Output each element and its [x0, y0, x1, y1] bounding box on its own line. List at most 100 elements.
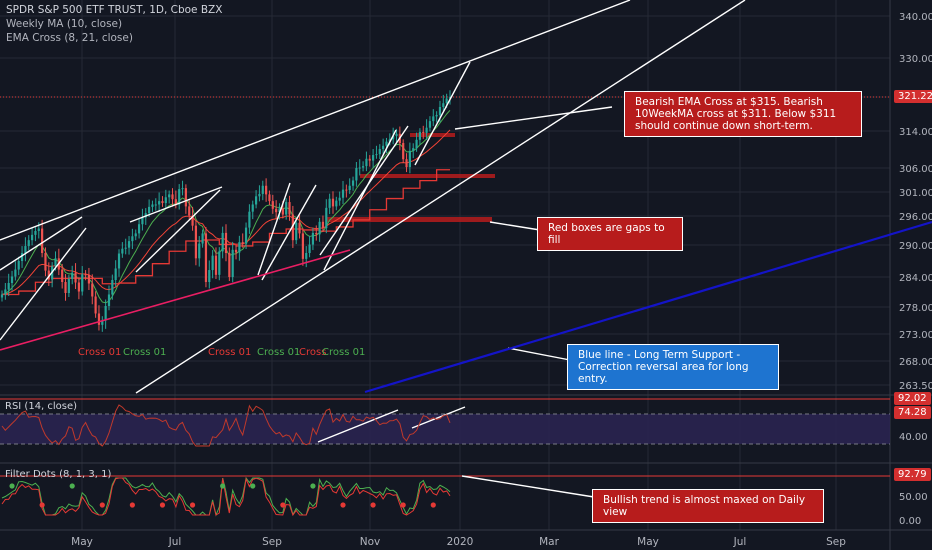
filter-dot	[189, 502, 196, 508]
candle-body	[218, 251, 221, 275]
y-tick-label: 340.00	[899, 12, 932, 23]
filter-dot	[159, 502, 166, 508]
candle-body	[208, 270, 211, 282]
candle-body	[361, 166, 365, 168]
candle-body	[244, 227, 248, 244]
candle-body	[392, 136, 395, 140]
candle-body	[24, 246, 27, 253]
candle-body	[211, 255, 214, 271]
filter-title: Filter Dots (8, 1, 3, 1)	[5, 469, 112, 480]
y-tick-label: 268.00	[899, 357, 932, 368]
filter-dot	[400, 502, 406, 508]
rsi-title: RSI (14, close)	[5, 401, 78, 412]
candle-body	[101, 320, 104, 325]
gaps-callout: Red boxes are gaps to fill	[537, 217, 683, 251]
candle-body	[111, 280, 114, 295]
candle-body	[94, 296, 97, 314]
support-callout: Blue line - Long Term Support - Correcti…	[567, 344, 779, 390]
candle-body	[442, 103, 445, 107]
candle-body	[107, 294, 111, 306]
candle-body	[30, 234, 34, 241]
candle-body	[84, 274, 87, 276]
candle-body	[27, 240, 30, 247]
filter-dot	[220, 483, 226, 489]
y-tick-label: 263.50	[899, 381, 932, 392]
cross-label: Cross 01	[78, 347, 122, 358]
candle-body	[351, 180, 355, 186]
candle-body	[97, 313, 101, 325]
swing-line	[0, 227, 87, 341]
y-tick-label: 314.00	[899, 127, 932, 138]
candle-body	[124, 247, 127, 249]
candle-body	[254, 196, 258, 205]
candle-body	[295, 222, 298, 241]
candle-body	[248, 211, 251, 228]
candle-body	[74, 272, 77, 283]
swing-line	[135, 189, 221, 273]
gap-box	[360, 174, 495, 178]
rsi-line	[1, 404, 451, 447]
candle-body	[114, 268, 117, 280]
pink-support-line	[0, 249, 351, 351]
candle-body	[168, 194, 171, 198]
rsi-band	[0, 414, 890, 444]
candle-body	[127, 241, 131, 248]
candle-body	[188, 206, 191, 216]
x-tick-label: Nov	[360, 536, 381, 548]
filter-dot	[39, 502, 45, 508]
filter-dot	[69, 483, 75, 489]
gap-box	[410, 133, 455, 137]
filter-slow-line	[1, 477, 451, 517]
x-tick-label: 2020	[447, 536, 474, 548]
blue-support-line	[364, 220, 932, 394]
rsi-upper-tag: 92.02	[894, 392, 931, 405]
x-tick-label: Mar	[539, 536, 559, 548]
candle-body	[348, 185, 351, 191]
candle-body	[224, 232, 228, 253]
candle-body	[37, 228, 40, 231]
swing-line	[414, 61, 471, 166]
candle-body	[158, 201, 161, 205]
filter-dot	[370, 502, 376, 508]
candle-body	[34, 230, 37, 235]
candle-body	[418, 131, 422, 140]
filter-dot	[340, 502, 346, 508]
filter-dot	[280, 502, 286, 508]
y-tick-label: 296.00	[899, 212, 932, 223]
filter-dot	[310, 483, 316, 489]
candle-body	[14, 269, 17, 277]
candle-body	[0, 294, 4, 298]
cross-label: Cross 01	[123, 347, 167, 358]
filter-current-tag: 92.79	[894, 468, 931, 481]
cross-label: Cross 01	[257, 347, 301, 358]
candle-body	[445, 98, 448, 104]
filter-dot	[99, 502, 105, 508]
candle-body	[137, 224, 141, 234]
y-tick-label: 290.00	[899, 241, 932, 252]
candle-body	[54, 258, 57, 267]
candle-body	[338, 197, 341, 201]
candle-body	[7, 283, 10, 290]
y-tick-label: 284.00	[899, 273, 932, 284]
candle-body	[71, 272, 74, 279]
trend-lines	[0, 0, 932, 498]
candle-body	[301, 233, 304, 259]
candle-body	[174, 199, 177, 205]
candle-body	[281, 208, 284, 215]
callout-pointer	[461, 475, 595, 498]
filter-tick-label: 50.00	[899, 492, 928, 503]
candle-body	[368, 158, 371, 161]
candle-body	[291, 214, 294, 241]
candle-body	[435, 114, 438, 117]
rsi-tick-label: 40.00	[899, 432, 928, 443]
candle-body	[288, 202, 291, 215]
candle-body	[375, 154, 378, 156]
candle-body	[378, 149, 381, 155]
candle-body	[405, 159, 408, 168]
candle-body	[251, 204, 254, 212]
rsi-trend-line	[317, 409, 399, 443]
swing-line	[257, 182, 291, 276]
candle-body	[341, 189, 345, 198]
y-tick-label: 278.00	[899, 303, 932, 314]
